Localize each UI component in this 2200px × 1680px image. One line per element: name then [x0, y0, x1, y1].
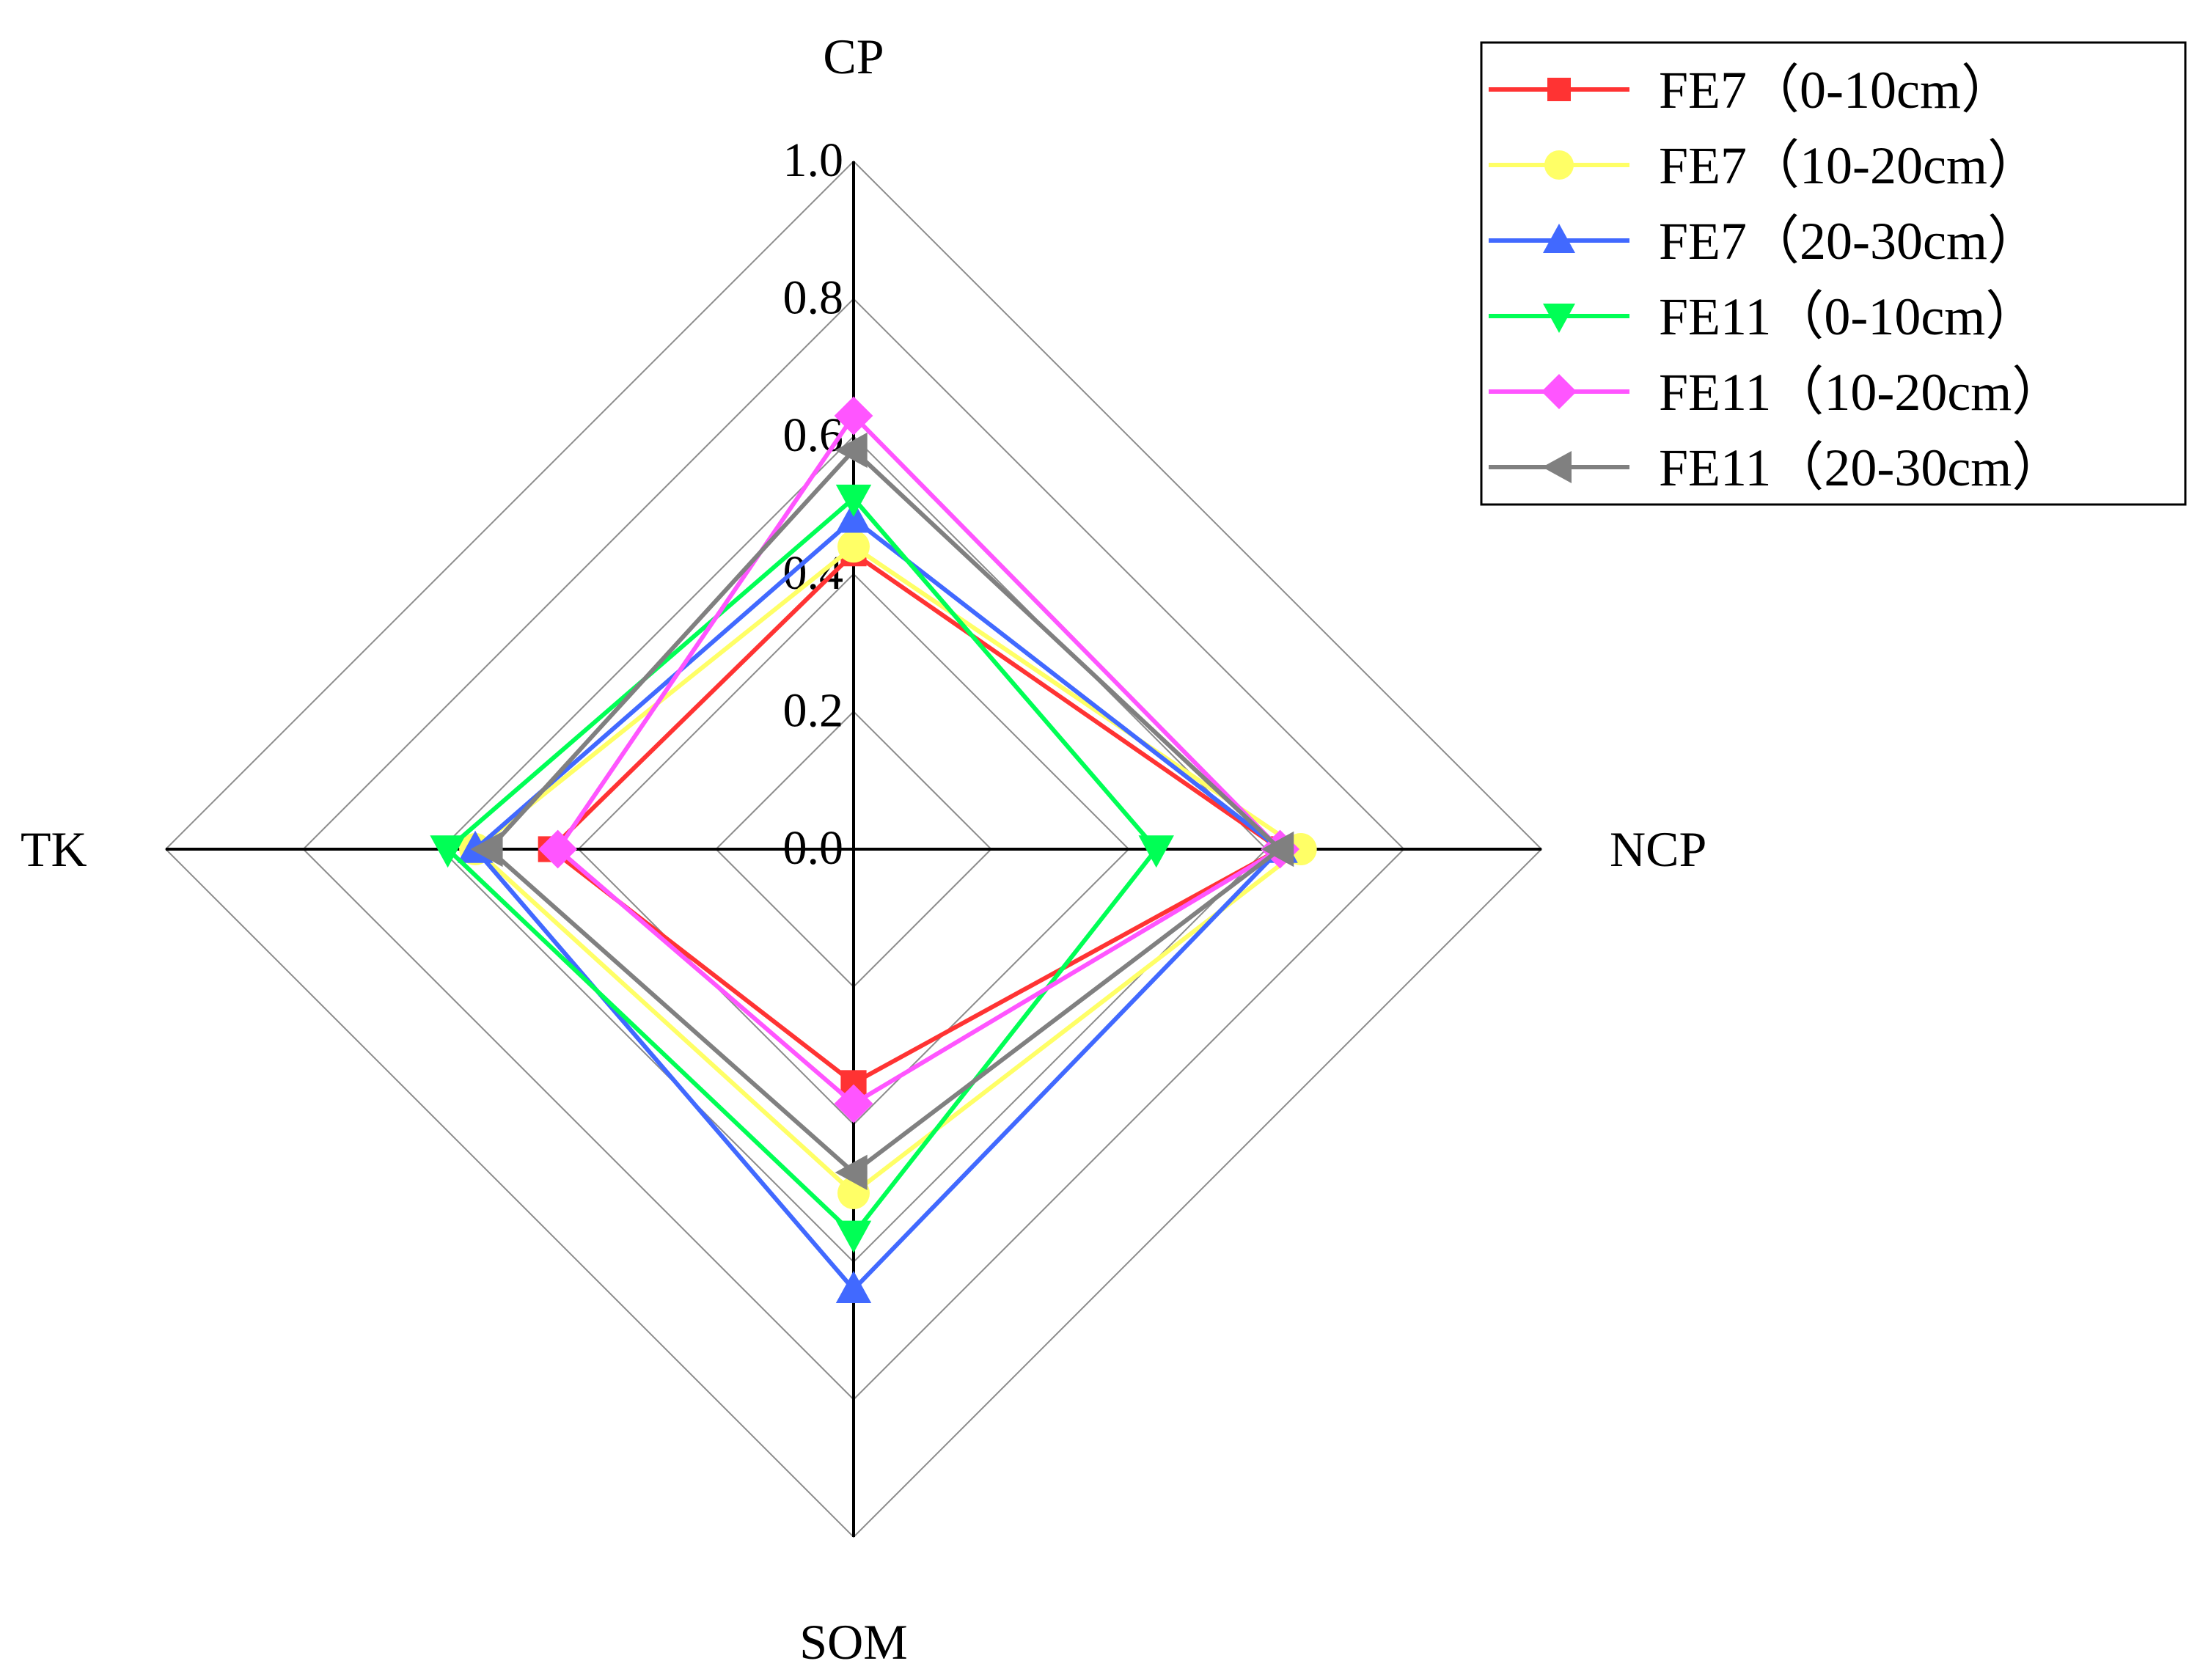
series-group — [470, 432, 1294, 1191]
legend-label: FE7（10-20cm） — [1659, 136, 2040, 195]
data-point — [470, 831, 503, 867]
legend-label: FE11（20-30cm） — [1659, 439, 2064, 497]
axis-title-som: SOM — [799, 1614, 907, 1670]
legend-marker — [1543, 224, 1575, 253]
data-point — [834, 396, 873, 436]
legend-marker — [1542, 451, 1572, 483]
tick-label: 0.2 — [783, 683, 844, 737]
legend-label: FE7（0-10cm） — [1659, 61, 2014, 120]
axis-title-ncp: NCP — [1610, 821, 1706, 877]
data-point — [834, 1084, 873, 1123]
tick-label: 0.0 — [783, 821, 844, 875]
data-point — [1261, 831, 1294, 867]
data-point — [835, 1220, 872, 1253]
legend-label: FE7（20-30cm） — [1659, 212, 2040, 271]
data-point — [1138, 835, 1174, 868]
legend-box — [1480, 41, 2187, 506]
axis-title-tk: TK — [21, 821, 87, 877]
series-group — [457, 500, 1298, 1304]
tick-label: 0.8 — [783, 271, 844, 325]
data-point — [835, 1271, 872, 1304]
legend-label: FE11（0-10cm） — [1659, 287, 2038, 346]
axis-titles: CP NCP SOM TK — [21, 29, 1706, 1670]
axis-title-cp: CP — [823, 29, 884, 84]
tick-label: 1.0 — [783, 133, 844, 187]
legend-marker — [1547, 78, 1571, 101]
data-point — [835, 432, 868, 469]
data-point — [835, 484, 872, 517]
legend-marker — [1544, 150, 1574, 180]
data-point — [538, 829, 578, 869]
data-point — [430, 835, 466, 868]
data-point — [837, 530, 870, 563]
data-point — [835, 1154, 868, 1191]
legend-label: FE11（10-20cm） — [1659, 363, 2064, 422]
legend: FE7（0-10cm） FE7（10-20cm） FE7（20-30cm） FE11（… — [1480, 41, 2187, 506]
legend-marker — [1541, 374, 1577, 409]
tick-label: 0.6 — [783, 408, 844, 462]
legend-marker — [1543, 304, 1575, 333]
series-group — [538, 540, 1294, 1096]
series-group — [459, 530, 1317, 1209]
axes — [166, 161, 1541, 1537]
series — [430, 396, 1317, 1304]
series-group — [430, 484, 1174, 1253]
